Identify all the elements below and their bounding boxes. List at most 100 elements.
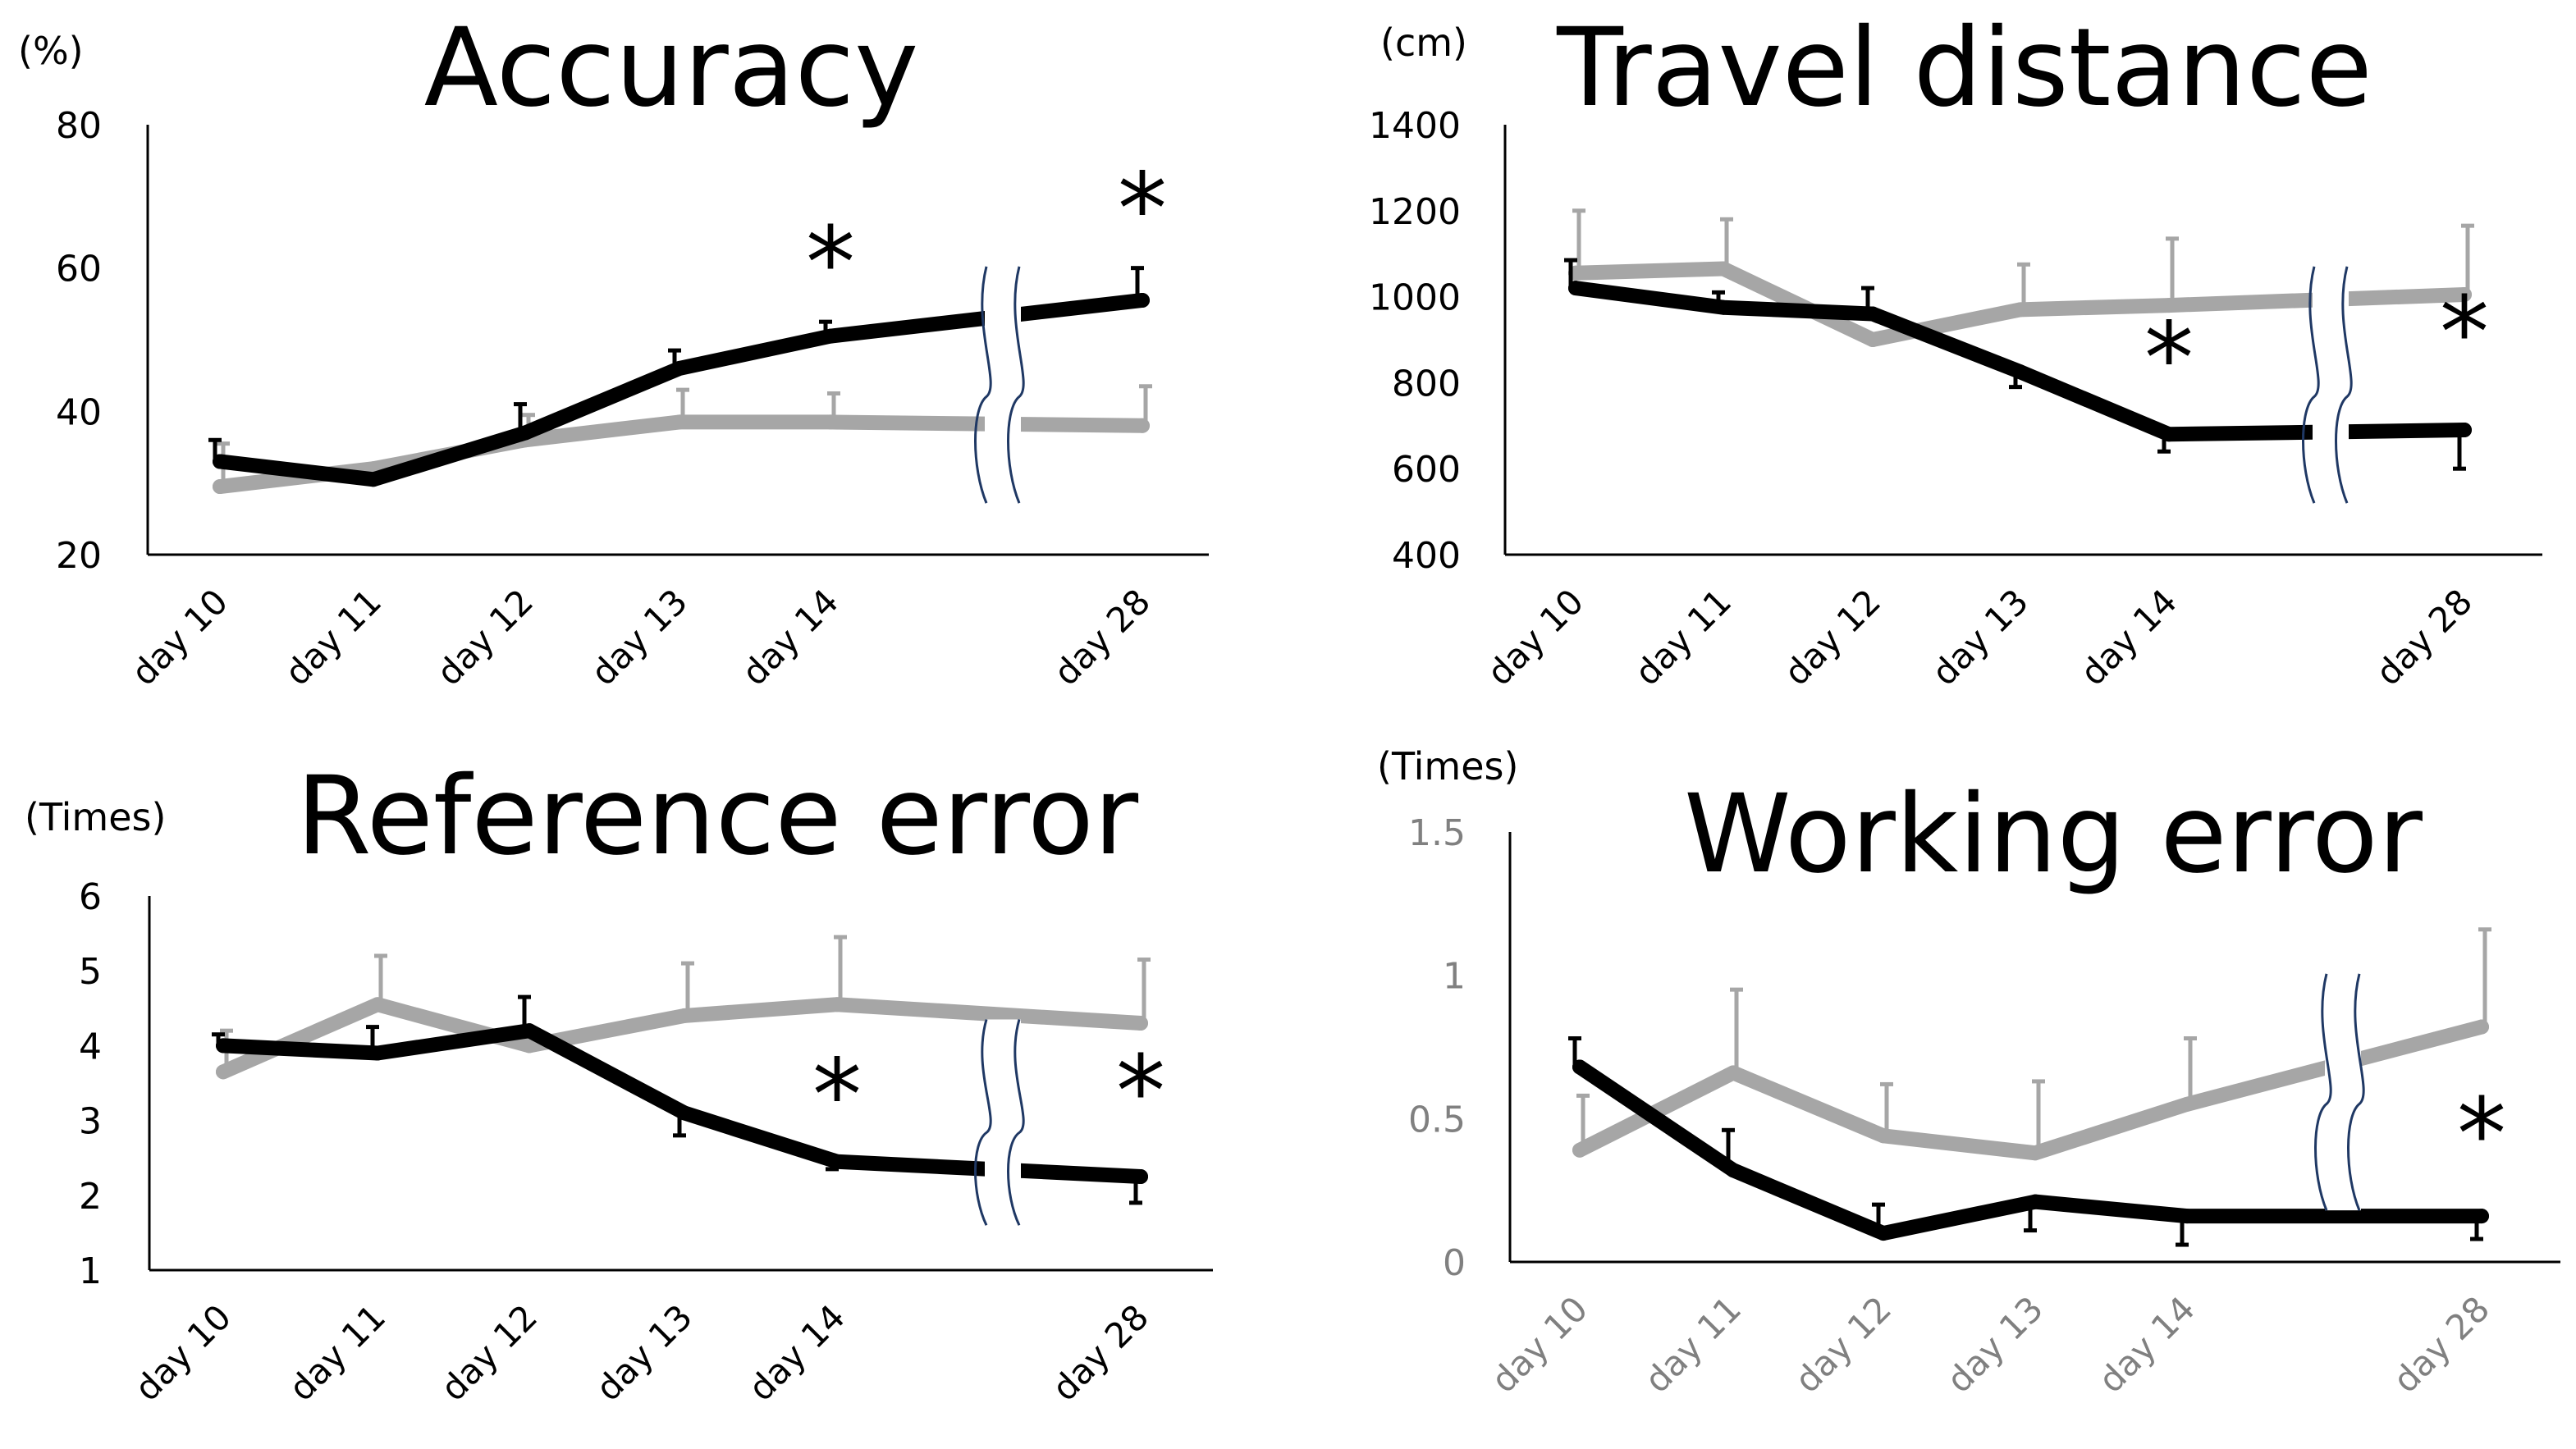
x-tick-label: day 12 — [1777, 581, 1889, 693]
data-point — [1133, 1016, 1148, 1031]
series-line — [216, 1023, 1148, 1184]
y-tick-label: 1 — [79, 1250, 102, 1292]
chart-title: Travel distance — [1556, 5, 2372, 131]
x-tick-label: day 10 — [1484, 1288, 1596, 1401]
y-unit-label: (%) — [18, 29, 84, 73]
x-tick-label: day 12 — [429, 581, 542, 693]
significance-marker: * — [812, 1040, 862, 1154]
series-dark — [1564, 258, 2472, 471]
data-point — [213, 479, 227, 495]
significance-marker: * — [1116, 1035, 1165, 1150]
series-light — [1568, 208, 2474, 347]
x-tick-label: day 11 — [277, 581, 390, 693]
data-point — [2180, 1096, 2194, 1112]
series-dark — [212, 994, 1148, 1205]
data-point — [1865, 332, 1880, 347]
data-point — [1876, 1128, 1891, 1144]
axis-break-line — [1007, 1019, 1025, 1226]
x-tick-label: day 28 — [2386, 1288, 2498, 1401]
y-tick-label: 800 — [1392, 363, 1461, 405]
x-tick-label: day 28 — [1046, 581, 1159, 693]
data-point — [1135, 418, 1150, 433]
data-point — [1876, 1226, 1891, 1241]
chart-title: Reference error — [296, 753, 1139, 880]
y-tick-label: 80 — [56, 105, 102, 147]
data-point — [370, 997, 385, 1012]
axis-break-line — [2302, 266, 2320, 504]
significance-marker: * — [806, 207, 855, 321]
data-point — [823, 328, 838, 344]
y-tick-label: 6 — [79, 876, 102, 918]
y-tick-label: 2 — [79, 1176, 102, 1218]
series-line — [1572, 1019, 2489, 1161]
data-point — [2162, 298, 2176, 313]
x-tick-label: day 13 — [1924, 581, 2037, 693]
axis-break-line — [2314, 973, 2332, 1211]
data-point — [1135, 292, 1150, 308]
x-tick-label: day 28 — [2368, 581, 2481, 693]
data-point — [522, 1038, 537, 1054]
data-point — [1726, 1065, 1741, 1081]
x-tick-label: day 14 — [2091, 1288, 2203, 1401]
data-point — [830, 1154, 844, 1169]
series-light — [1572, 927, 2491, 1161]
series-line — [1568, 261, 2472, 347]
data-point — [1568, 281, 1583, 296]
chart-3: Reference error (Times) 1 2 3 4 5 6 day 10 day 11… — [25, 753, 1213, 1409]
chart-4: Working error (Times) 0 0.5 1 1.5 day 10 day 11… — [1377, 744, 2560, 1401]
data-point — [2028, 1194, 2043, 1209]
series-light — [216, 935, 1151, 1080]
x-tick-label: day 11 — [281, 1296, 394, 1409]
y-tick-label: 400 — [1392, 535, 1461, 577]
chart-2: Travel distance (cm) 400 600 800 1000 1200 1400… — [1369, 5, 2542, 693]
data-point — [2013, 364, 2028, 380]
chart-title: Accuracy — [424, 5, 919, 131]
significance-marker: * — [1118, 153, 1167, 267]
data-point — [370, 1045, 385, 1061]
x-tick-label: day 28 — [1045, 1296, 1157, 1409]
series-line — [1572, 1059, 2489, 1241]
y-tick-label: 1400 — [1369, 105, 1461, 147]
y-tick-label: 5 — [79, 951, 102, 993]
data-point — [213, 454, 227, 469]
axis-break-line — [2347, 973, 2365, 1211]
series-line — [1568, 281, 2472, 442]
axis-break-line — [974, 1019, 992, 1226]
data-point — [522, 1023, 537, 1039]
data-point — [2457, 286, 2472, 302]
x-tick-label: day 14 — [734, 581, 847, 693]
significance-marker: * — [2144, 302, 2194, 416]
data-point — [1865, 306, 1880, 322]
series-line — [213, 292, 1150, 487]
y-unit-label: (Times) — [1377, 744, 1518, 788]
y-unit-label: (Times) — [25, 795, 166, 839]
data-point — [2457, 423, 2472, 438]
y-tick-label: 1200 — [1369, 191, 1461, 233]
x-tick-label: day 14 — [741, 1296, 853, 1409]
y-tick-label: 4 — [79, 1026, 102, 1067]
series-dark — [208, 266, 1150, 487]
data-point — [2028, 1145, 2043, 1161]
y-tick-label: 600 — [1392, 449, 1461, 491]
data-point — [823, 414, 838, 430]
y-tick-label: 0 — [1443, 1242, 1466, 1284]
data-point — [216, 1038, 231, 1054]
x-tick-label: day 10 — [1480, 581, 1592, 693]
x-tick-label: day 13 — [1939, 1288, 2052, 1401]
data-point — [672, 414, 687, 430]
x-tick-label: day 13 — [588, 1296, 701, 1409]
data-point — [1572, 1142, 1587, 1158]
significance-marker: * — [2457, 1078, 2506, 1192]
data-point — [518, 425, 533, 441]
chart-title: Working error — [1684, 771, 2423, 898]
data-point — [1716, 299, 1731, 315]
y-tick-label: 3 — [79, 1101, 102, 1143]
y-tick-label: 1 — [1443, 956, 1466, 998]
y-tick-label: 20 — [56, 535, 102, 577]
axis-break-line — [1007, 266, 1025, 504]
data-point — [2474, 1209, 2489, 1224]
data-point — [1726, 1163, 1741, 1178]
axis-break-line — [2335, 266, 2353, 504]
